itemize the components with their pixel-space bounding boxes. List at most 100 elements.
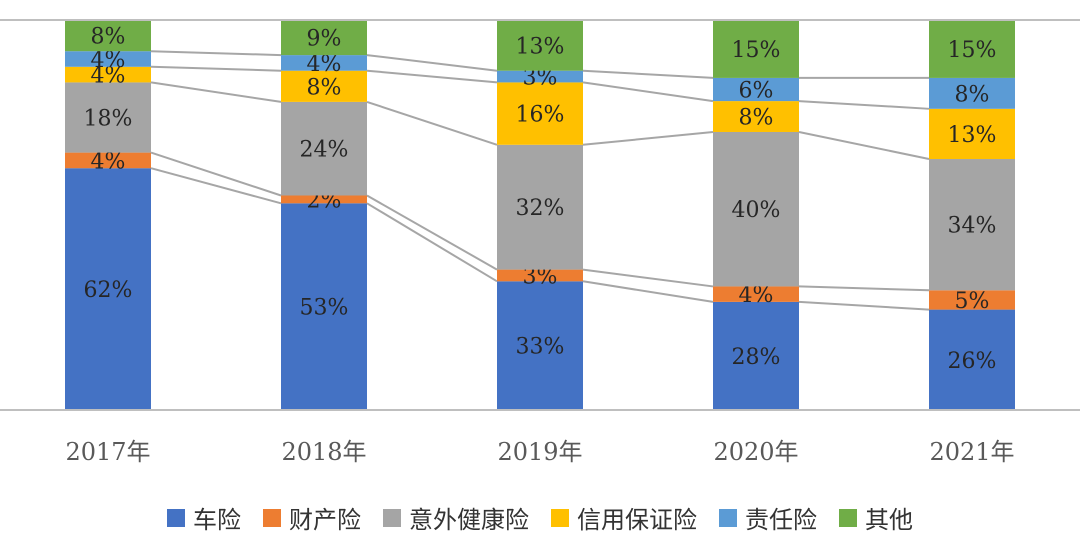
bar-segment bbox=[497, 70, 583, 83]
series-line bbox=[798, 285, 930, 292]
bar-segment bbox=[281, 55, 367, 71]
series-line bbox=[150, 167, 282, 205]
legend-label: 车险 bbox=[193, 506, 241, 534]
bar-segment bbox=[497, 20, 583, 71]
data-label: 4% bbox=[91, 64, 126, 89]
bar-segment bbox=[929, 159, 1015, 291]
data-label: 18% bbox=[84, 107, 133, 132]
bar-segment bbox=[281, 20, 367, 56]
series-line bbox=[366, 69, 498, 84]
data-label: 8% bbox=[307, 75, 342, 100]
bar-segment bbox=[65, 152, 151, 169]
series-line bbox=[582, 69, 714, 79]
data-label: 4% bbox=[739, 283, 774, 308]
data-label: 5% bbox=[955, 289, 990, 314]
series-line bbox=[798, 300, 930, 311]
bar-segment bbox=[929, 309, 1015, 410]
data-label: 13% bbox=[948, 123, 997, 148]
series-line bbox=[150, 65, 282, 72]
series-line bbox=[582, 268, 714, 288]
series-line bbox=[798, 131, 930, 160]
bar-segment bbox=[929, 290, 1015, 310]
bar-group: 53%2%24%8%4%9% bbox=[281, 20, 367, 410]
legend-item-liability: 责任险 bbox=[719, 500, 817, 535]
data-label: 13% bbox=[516, 34, 565, 59]
legend-swatch bbox=[167, 508, 185, 527]
bar-segment bbox=[713, 101, 799, 132]
legend-label: 其他 bbox=[865, 506, 913, 534]
bar-segment bbox=[713, 20, 799, 78]
data-label: 9% bbox=[307, 27, 342, 52]
legend-swatch bbox=[263, 508, 281, 527]
bar-segment bbox=[713, 301, 799, 410]
x-tick-label: 2017年 bbox=[65, 438, 150, 466]
bar-group: 28% 4% 40% 8%6% 15% bbox=[713, 20, 799, 410]
bar-segment bbox=[497, 281, 583, 410]
data-label: 4% bbox=[307, 52, 342, 77]
bar-segment bbox=[281, 203, 367, 410]
bar-segment bbox=[65, 51, 151, 67]
series-line bbox=[150, 81, 282, 103]
legend-item-accident-health: 意外健康险 bbox=[383, 500, 529, 535]
bar-segment bbox=[65, 20, 151, 52]
data-label: 8% bbox=[739, 106, 774, 131]
legend-swatch bbox=[839, 508, 857, 527]
data-label: 16% bbox=[516, 103, 565, 128]
data-label: 24% bbox=[300, 138, 349, 163]
bar-segment bbox=[929, 108, 1015, 160]
data-label: 40% bbox=[732, 198, 781, 223]
legend-label: 财产险 bbox=[289, 506, 361, 534]
legend-swatch bbox=[551, 508, 569, 527]
data-label: 8% bbox=[91, 25, 126, 50]
legend-label: 信用保证险 bbox=[577, 506, 697, 534]
legend-item-credit-guarantee: 信用保证险 bbox=[551, 500, 697, 535]
x-tick-label: 2021年 bbox=[929, 438, 1014, 466]
bar-segment bbox=[713, 77, 799, 102]
legend-label: 责任险 bbox=[745, 506, 817, 534]
data-label: 8% bbox=[955, 82, 990, 107]
series-line bbox=[582, 280, 714, 303]
data-label: 28% bbox=[732, 345, 781, 370]
data-label: 32% bbox=[516, 196, 565, 221]
data-label: 62% bbox=[84, 278, 133, 303]
x-tick-label: 2019年 bbox=[497, 438, 582, 466]
data-label: 4% bbox=[91, 48, 126, 73]
legend-item-other: 其他 bbox=[839, 500, 913, 535]
bar-segment bbox=[65, 168, 151, 410]
data-label: 53% bbox=[300, 296, 349, 321]
stacked-bar-chart: 62%4%18%4%4%8%2017年53%2%24%8%4%9%2018年33… bbox=[0, 19, 1080, 466]
bar-segment bbox=[497, 269, 583, 282]
series-line bbox=[150, 151, 282, 197]
series-line bbox=[366, 100, 498, 146]
series-line bbox=[150, 50, 282, 57]
series-line bbox=[366, 194, 498, 271]
data-label: 6% bbox=[739, 79, 774, 104]
data-label: 4% bbox=[91, 149, 126, 174]
data-label: 34% bbox=[948, 214, 997, 239]
bar-segment bbox=[281, 70, 367, 102]
data-label: 26% bbox=[948, 349, 997, 374]
data-label: 33% bbox=[516, 335, 565, 360]
legend-label: 意外健康险 bbox=[409, 506, 529, 534]
bar-segment bbox=[281, 195, 367, 204]
series-line bbox=[582, 130, 714, 146]
bar-segment bbox=[281, 101, 367, 196]
bar-group: 33%3%32%16%3%13% bbox=[497, 20, 583, 410]
chart-legend: 车险 财产险 意外健康险 信用保证险 责任险 其他 bbox=[0, 500, 1080, 535]
bar-segment bbox=[65, 82, 151, 153]
x-tick-label: 2018年 bbox=[281, 438, 366, 466]
data-label: 15% bbox=[948, 38, 997, 63]
legend-swatch bbox=[383, 508, 401, 527]
bar-segment bbox=[713, 131, 799, 287]
bar-group: 62%4%18%4%4%8% bbox=[65, 20, 151, 410]
series-line bbox=[366, 202, 498, 283]
data-label: 15% bbox=[732, 38, 781, 63]
bar-segment bbox=[713, 286, 799, 302]
bar-group: 26% 5% 34% 13% 8% 15% bbox=[929, 20, 1015, 410]
bar-segment bbox=[497, 144, 583, 270]
series-line bbox=[366, 54, 498, 72]
x-tick-label: 2020年 bbox=[713, 438, 798, 466]
bar-segment bbox=[929, 77, 1015, 109]
bar-segment bbox=[929, 20, 1015, 78]
legend-item-car: 车险 bbox=[167, 500, 241, 535]
